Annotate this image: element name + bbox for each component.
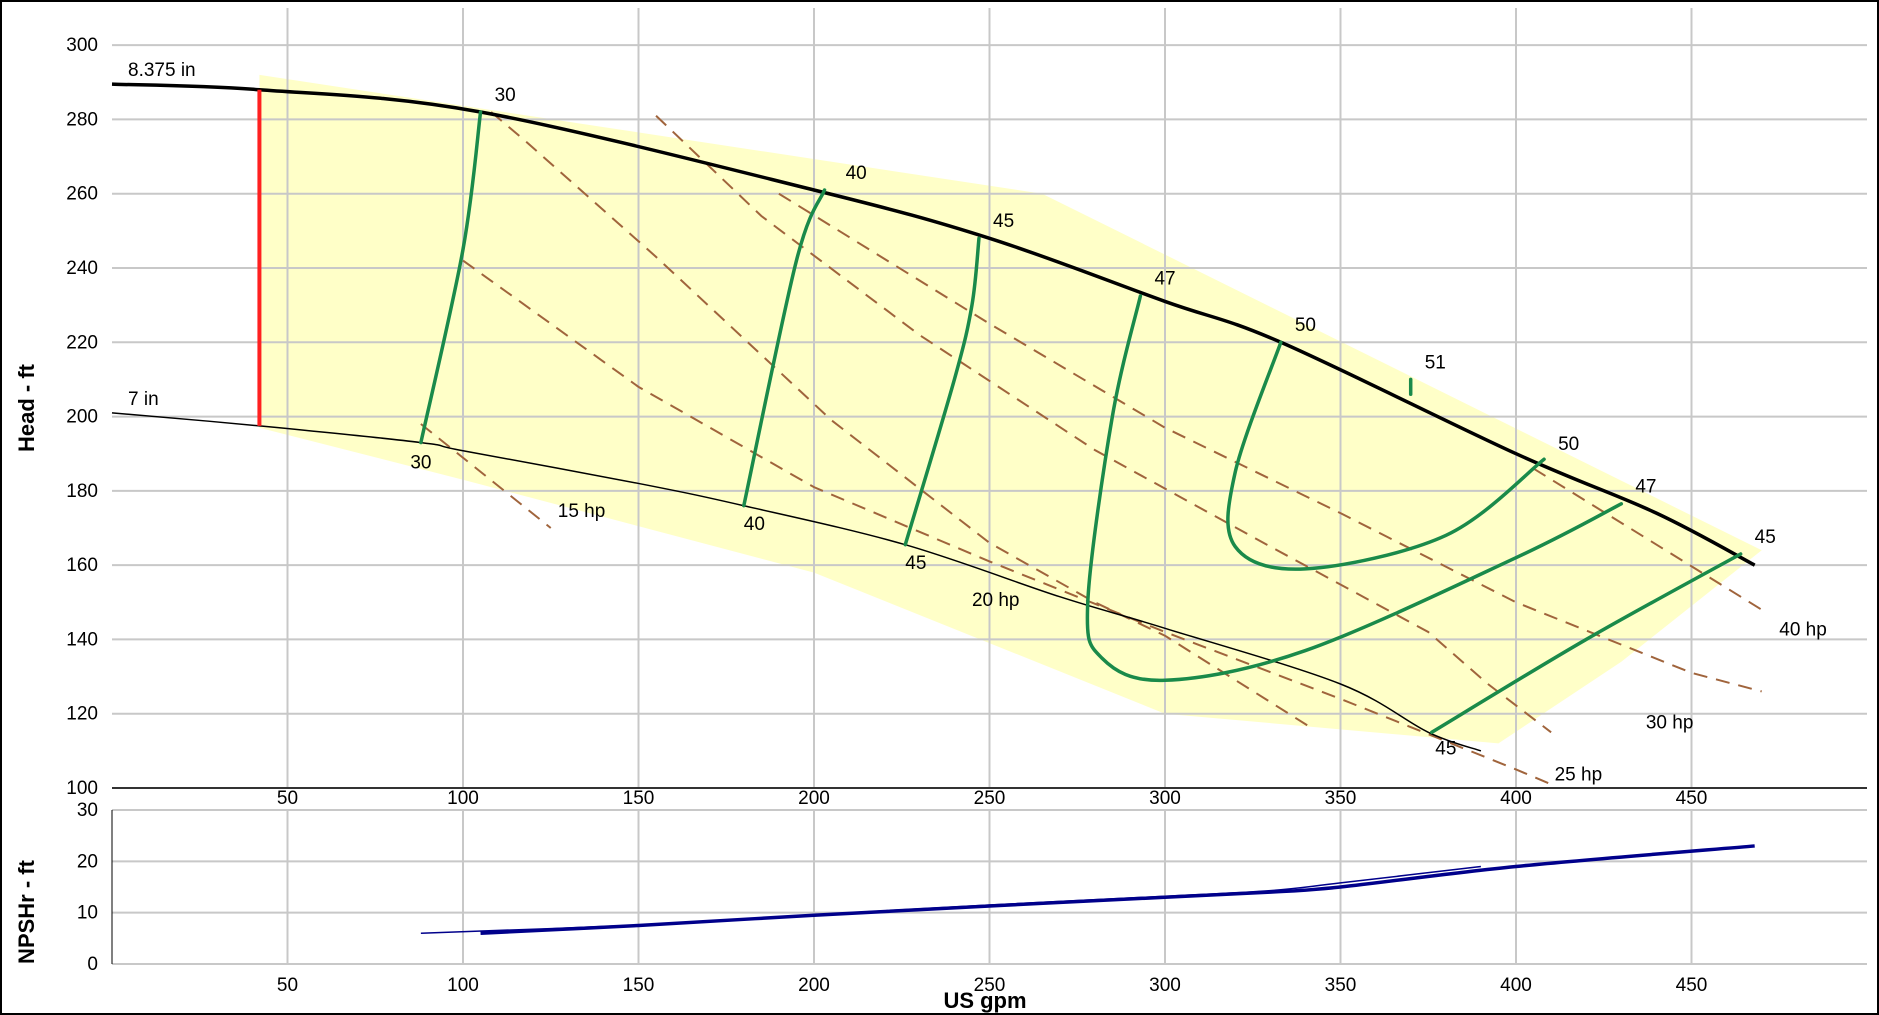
- power-line-label: 30 hp: [1646, 713, 1694, 734]
- efficiency-label: 50: [1558, 434, 1579, 455]
- efficiency-label: 45: [1755, 527, 1776, 548]
- npshr-x-tick-label: 350: [1325, 975, 1357, 996]
- efficiency-curve: [742, 188, 827, 508]
- npshr-x-tick-label: 50: [277, 975, 298, 996]
- npshr-y-tick-label: 30: [77, 800, 98, 821]
- efficiency-label: 47: [1154, 269, 1175, 290]
- npshr-x-tick-label: 300: [1149, 975, 1181, 996]
- head-y-tick-label: 140: [66, 629, 98, 650]
- efficiency-curve: [1085, 294, 1624, 683]
- efficiency-label: 40: [846, 163, 867, 184]
- head-x-tick-label: 350: [1325, 788, 1357, 809]
- power-line: [490, 111, 1313, 730]
- efficiency-curve: [1226, 340, 1546, 571]
- power-line: [655, 114, 1552, 734]
- npshr-x-tick-label: 400: [1500, 975, 1532, 996]
- efficiency-curve: [903, 236, 981, 547]
- impeller-curve-label: 7 in: [128, 389, 159, 410]
- npshr-curve: [420, 865, 1481, 934]
- npshr-x-tick-label: 250: [974, 975, 1006, 996]
- head-x-tick-label: 100: [447, 788, 479, 809]
- head-x-tick-label: 150: [623, 788, 655, 809]
- efficiency-curve: [419, 110, 483, 445]
- efficiency-label: 45: [1435, 739, 1456, 760]
- power-line-label: 15 hp: [558, 501, 606, 522]
- head-y-tick-label: 260: [66, 184, 98, 205]
- head-x-tick-label: 400: [1500, 788, 1532, 809]
- efficiency-label: 47: [1635, 477, 1656, 498]
- power-line-label: 20 hp: [972, 590, 1020, 611]
- head-x-tick-label: 200: [798, 788, 830, 809]
- head-y-tick-label: 120: [66, 704, 98, 725]
- head-y-tick-label: 280: [66, 109, 98, 130]
- efficiency-curve: [1430, 552, 1743, 735]
- efficiency-label: 50: [1295, 315, 1316, 336]
- impeller-curve: [111, 412, 1482, 752]
- npshr-y-tick-label: 10: [77, 903, 98, 924]
- power-line-label: 40 hp: [1779, 620, 1827, 641]
- head-axis-title: Head - ft: [14, 363, 39, 452]
- npshr-x-tick-label: 100: [447, 975, 479, 996]
- efficiency-label: 51: [1425, 352, 1446, 373]
- power-line-label: 25 hp: [1555, 765, 1603, 786]
- efficiency-label: 45: [905, 553, 926, 574]
- operating-region: [259, 74, 1762, 744]
- head-x-tick-label: 300: [1149, 788, 1181, 809]
- head-y-tick-label: 200: [66, 407, 98, 428]
- x-axis-title: US gpm: [943, 988, 1026, 1013]
- npshr-axis-title: NPSHr - ft: [14, 859, 39, 964]
- head-x-tick-label: 250: [974, 788, 1006, 809]
- head-y-tick-label: 180: [66, 481, 98, 502]
- efficiency-label: 30: [495, 85, 516, 106]
- efficiency-label: 45: [993, 211, 1014, 232]
- impeller-curve-label: 8.375 in: [128, 60, 196, 81]
- efficiency-label: 40: [744, 514, 765, 535]
- power-line: [420, 423, 552, 529]
- impeller-curve: [111, 82, 1756, 567]
- power-line: [462, 259, 1552, 786]
- head-y-tick-label: 300: [66, 35, 98, 56]
- npshr-y-tick-label: 0: [87, 954, 98, 975]
- head-y-tick-label: 100: [66, 778, 98, 799]
- power-line: [778, 192, 1762, 693]
- head-y-tick-label: 240: [66, 258, 98, 279]
- efficiency-label: 30: [410, 453, 431, 474]
- head-x-tick-label: 450: [1676, 788, 1708, 809]
- head-x-tick-label: 50: [277, 788, 298, 809]
- npshr-x-tick-label: 150: [623, 975, 655, 996]
- head-y-tick-label: 160: [66, 555, 98, 576]
- npshr-y-tick-label: 20: [77, 851, 98, 872]
- head-y-tick-label: 220: [66, 332, 98, 353]
- npshr-x-tick-label: 200: [798, 975, 830, 996]
- npshr-x-tick-label: 450: [1676, 975, 1708, 996]
